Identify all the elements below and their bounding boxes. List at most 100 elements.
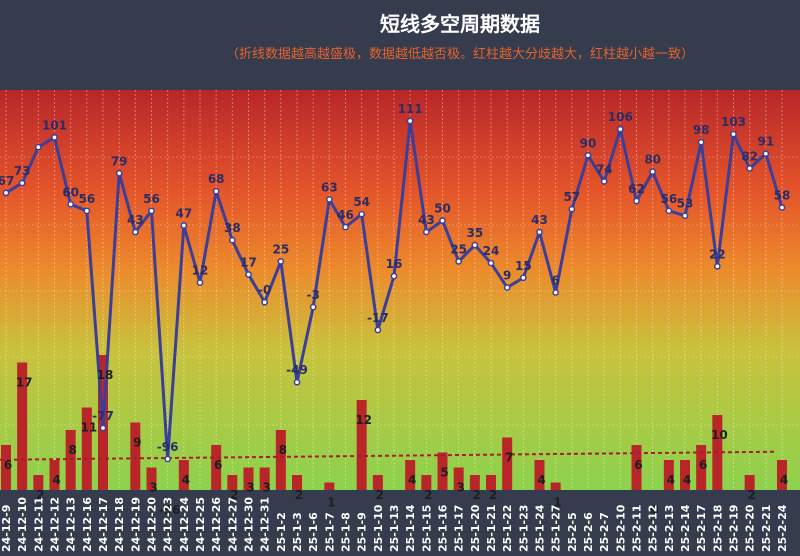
line-data-label: 43 <box>531 213 548 227</box>
bar-data-label: 18 <box>97 368 114 382</box>
line-data-label: -96 <box>157 440 179 454</box>
line-data-label: 9 <box>503 269 511 283</box>
bar-data-label: 4 <box>780 473 788 487</box>
line-data-label: 35 <box>466 226 483 240</box>
bar-data-label: 4 <box>683 473 691 487</box>
line-point <box>616 125 624 133</box>
line-data-label: 98 <box>693 123 710 137</box>
line-point <box>358 210 366 218</box>
x-tick-label: 24-12-26 <box>210 497 223 552</box>
line-data-label: 56 <box>143 192 160 206</box>
bar <box>469 475 480 490</box>
bar <box>777 460 787 490</box>
bar <box>534 460 545 490</box>
bar-data-label: 11 <box>80 421 97 435</box>
line-data-label: 56 <box>78 192 95 206</box>
line-point <box>552 289 560 296</box>
line-data-label: 58 <box>774 189 791 203</box>
bar-data-label: 4 <box>182 473 190 487</box>
bar <box>502 437 513 490</box>
line-data-label: -0 <box>258 283 271 297</box>
x-tick-label: 25-1-21 <box>485 505 498 552</box>
bar-data-label: 2 <box>473 488 481 502</box>
x-tick-label: 25-2-19 <box>728 505 741 552</box>
x-tick-label: 24-12-20 <box>146 497 159 552</box>
line-data-label: 79 <box>111 154 128 168</box>
bar <box>356 400 367 490</box>
bar <box>680 460 690 490</box>
bar-data-label: 7 <box>505 451 513 465</box>
bar <box>275 430 286 490</box>
x-tick-label: 24-12-11 <box>32 497 45 552</box>
x-tick-label: 25-1-17 <box>453 505 466 552</box>
bar-data-label: -96 <box>159 503 181 517</box>
line-data-label: 111 <box>398 102 423 116</box>
x-tick-label: 25-1-20 <box>469 504 482 552</box>
x-tick-label: 24-12-16 <box>81 497 94 552</box>
line-data-label: 60 <box>62 185 79 199</box>
x-tick-label: 25-1-15 <box>420 505 433 552</box>
bar-data-label: 3 <box>149 481 157 495</box>
line-data-label: 68 <box>208 172 225 186</box>
bar <box>292 475 302 490</box>
bar-data-label: 1 <box>327 496 335 510</box>
line-data-label: 25 <box>450 242 467 256</box>
bar-data-label: 0 <box>650 503 658 517</box>
bar-data-label: 2 <box>295 488 303 502</box>
bar-data-label: 9 <box>133 436 141 450</box>
x-tick-label: 25-1-14 <box>404 504 417 552</box>
bar <box>663 460 674 490</box>
line-point <box>293 378 301 386</box>
line-data-label: 91 <box>757 135 774 149</box>
line-data-label: 62 <box>628 182 645 196</box>
reference-line <box>0 450 776 461</box>
bar <box>324 482 335 490</box>
line-point <box>83 207 91 215</box>
x-tick-label: 25-1-22 <box>501 505 514 552</box>
bar <box>211 445 222 490</box>
bar-data-label: 2 <box>230 488 238 502</box>
bar-data-label: 6 <box>699 458 707 472</box>
line-data-label: 73 <box>14 164 31 178</box>
x-tick-label: 25-2-5 <box>566 512 579 552</box>
line-point <box>762 150 770 158</box>
bar-data-label: 4 <box>408 473 416 487</box>
line-point <box>18 179 26 187</box>
bar <box>696 445 707 490</box>
x-tick-label: 25-2-11 <box>631 505 644 552</box>
line-point <box>164 455 172 463</box>
line-data-label: 90 <box>580 136 597 150</box>
line-point <box>471 241 479 249</box>
x-tick-label: 25-1-23 <box>517 505 530 552</box>
line-data-label: 43 <box>127 213 144 227</box>
x-tick-label: 25-2-12 <box>647 505 660 552</box>
x-tick-label: 25-2-20 <box>744 504 757 552</box>
line-point <box>325 196 333 203</box>
x-tick-label: 25-2-7 <box>598 512 611 552</box>
x-tick-label: 25-1-10 <box>372 504 385 552</box>
line-point <box>67 200 75 208</box>
bar-data-label: 2 <box>376 488 384 502</box>
bar <box>259 467 270 490</box>
line-data-label: 106 <box>608 110 633 124</box>
line-data-label: 38 <box>224 221 241 235</box>
bar-data-label: 2 <box>489 488 497 502</box>
x-tick-label: 25-1-3 <box>291 512 304 552</box>
line-data-label: 6 <box>551 273 559 287</box>
x-tick-label: 24-12-18 <box>113 497 126 552</box>
line-point <box>536 228 543 236</box>
bar <box>243 467 254 490</box>
bar-data-label: 8 <box>279 443 287 457</box>
bar <box>405 460 416 490</box>
x-tick-label: 25-1-24 <box>534 504 547 552</box>
line-point <box>697 138 705 146</box>
x-tick-label: 25-2-14 <box>679 504 692 552</box>
x-tick-label: 25-2-18 <box>711 505 724 552</box>
bar <box>453 467 464 490</box>
line-point <box>730 130 737 138</box>
x-tick-label: 25-2-24 <box>776 504 789 552</box>
line-data-label: 80 <box>644 153 661 167</box>
line-data-label: 17 <box>240 255 257 269</box>
line-data-label: 74 <box>596 162 613 176</box>
